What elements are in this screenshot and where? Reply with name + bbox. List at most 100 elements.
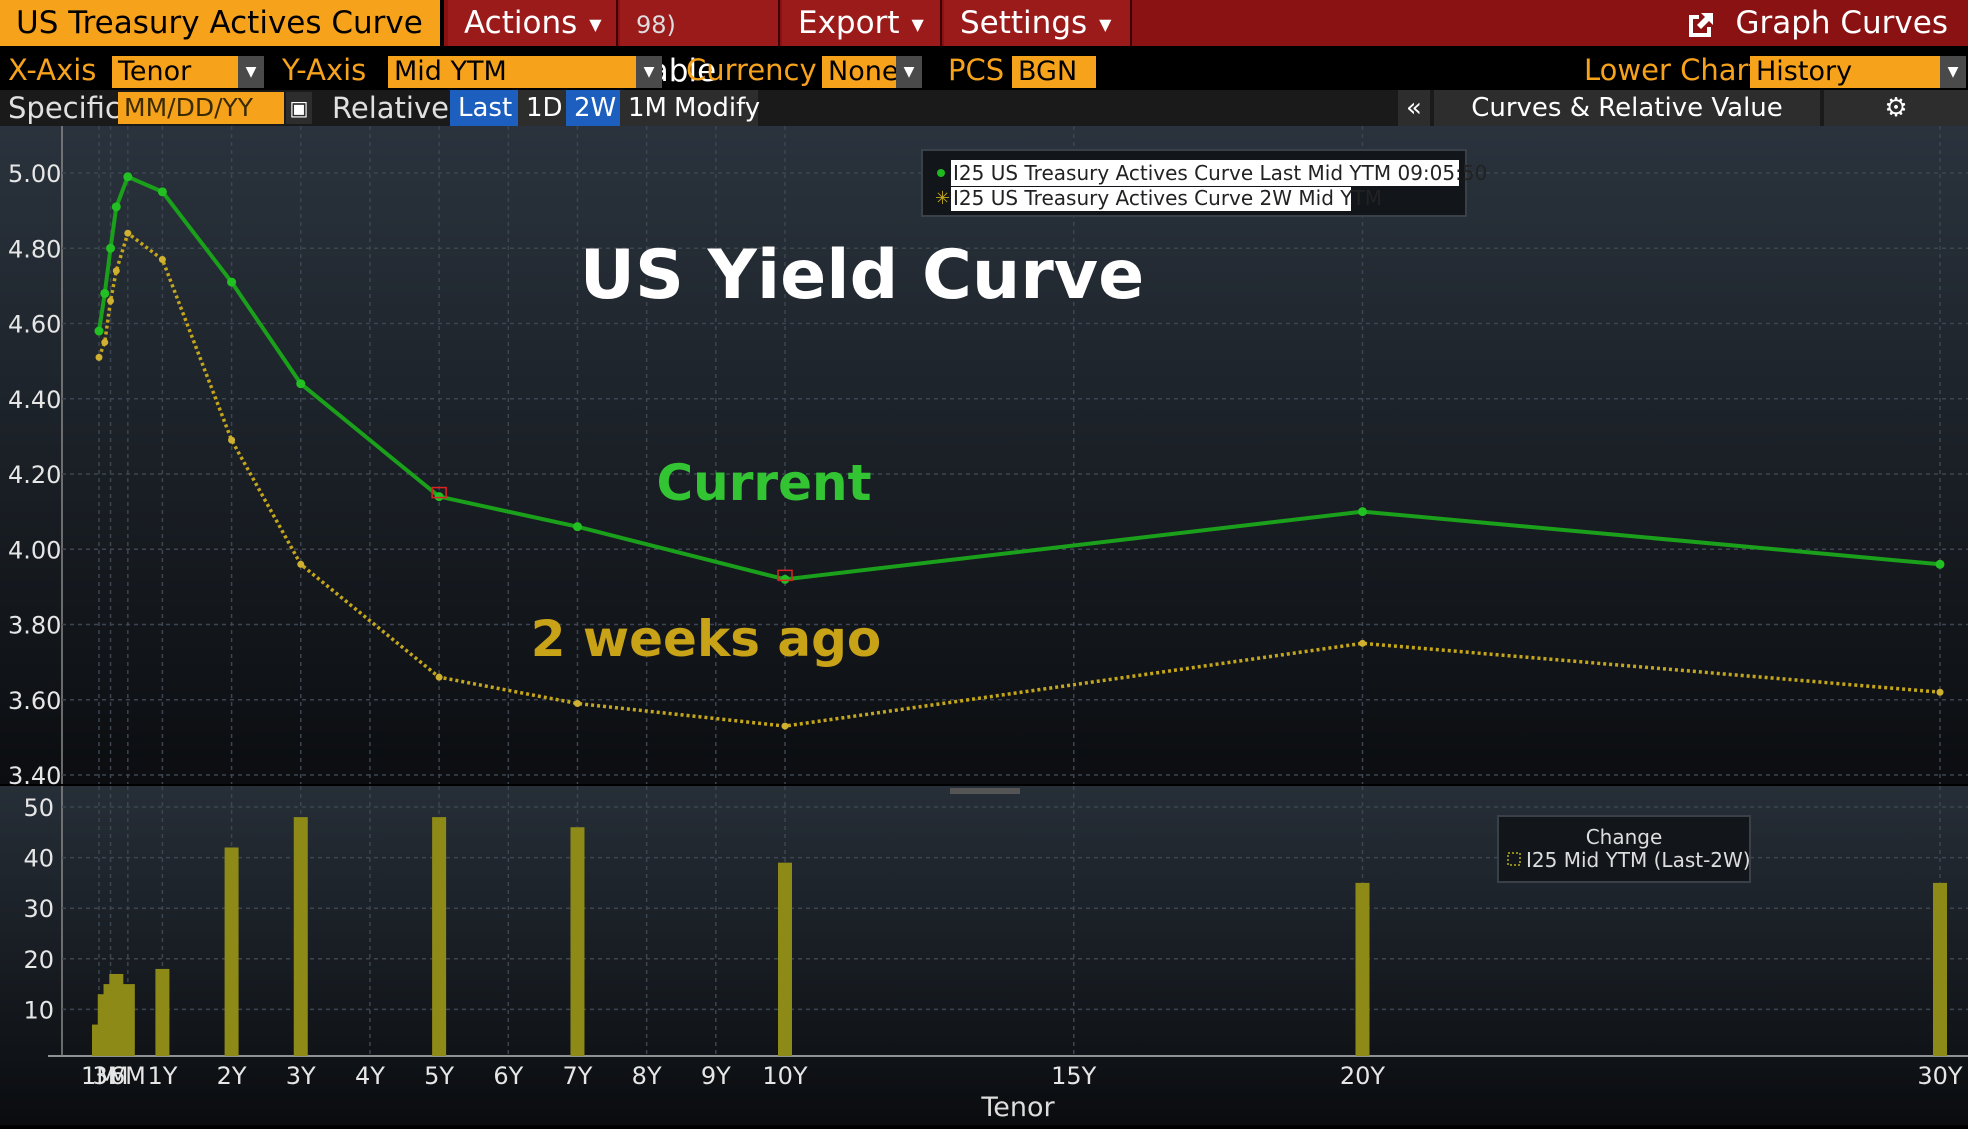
table-button[interactable]: 98) Table bbox=[620, 0, 780, 89]
yield-curve-chart: 5.00 4.80 4.60 4.40 4.20 4.00 3.80 3.60 3.40 50 4… bbox=[0, 126, 1968, 1125]
y-axis-field[interactable]: Mid YTM bbox=[388, 56, 636, 88]
graph-curves-button[interactable]: Graph Curves bbox=[1685, 0, 1948, 46]
y-tick-label: 3.60 bbox=[8, 687, 61, 715]
y-tick-label: 30 bbox=[23, 895, 54, 923]
export-menu[interactable]: Export ▼ bbox=[782, 0, 942, 46]
current-curve-point bbox=[296, 379, 306, 389]
curve-title-field[interactable]: US Treasury Actives Curve bbox=[0, 0, 444, 46]
x-tick-label: 1M bbox=[81, 1062, 117, 1090]
x-tick-label: 5Y bbox=[424, 1062, 454, 1090]
two-week-curve-point bbox=[435, 673, 443, 681]
current-curve-point bbox=[106, 243, 116, 253]
current-curve-point bbox=[1935, 559, 1945, 569]
two-week-curve-point bbox=[1936, 688, 1944, 696]
y-tick-label: 4.60 bbox=[8, 311, 61, 339]
change-bar bbox=[224, 847, 239, 1056]
x-tick-label: 30Y bbox=[1917, 1062, 1963, 1090]
current-curve-point bbox=[227, 277, 237, 287]
change-bar bbox=[155, 968, 170, 1056]
lower-chart-field[interactable]: History Chart bbox=[1750, 56, 1940, 119]
x-axis-title: Tenor bbox=[980, 1092, 1055, 1123]
menu-bar: US Treasury Actives Curve Actions ▼ 98) T… bbox=[0, 0, 1968, 89]
x-axis-field[interactable]: Tenor bbox=[112, 56, 238, 88]
currency-field[interactable]: None bbox=[822, 56, 898, 88]
specific-date-input[interactable]: MM/DD/YY bbox=[118, 92, 284, 124]
change-bar bbox=[1355, 882, 1370, 1056]
change-bar bbox=[120, 984, 135, 1056]
graph-curves-label: Graph Curves bbox=[1735, 5, 1948, 41]
y-axis-label: Y-Axis bbox=[282, 53, 367, 87]
relative-1d-button[interactable]: 1D bbox=[518, 90, 571, 126]
current-curve-point bbox=[157, 187, 167, 197]
change-bar bbox=[570, 827, 585, 1056]
x-tick-label: 6Y bbox=[493, 1062, 523, 1090]
change-bar bbox=[293, 817, 308, 1056]
relative-last-button[interactable]: Last bbox=[450, 90, 521, 126]
gear-icon[interactable]: ⚙ bbox=[1824, 90, 1968, 126]
current-annotation: Current bbox=[656, 454, 871, 512]
two-week-curve-point bbox=[107, 297, 115, 305]
panel-title: Curves & Relative Value bbox=[1434, 90, 1820, 126]
legend-entry-2w: I25 US Treasury Actives Curve 2W Mid YTM bbox=[953, 186, 1382, 210]
x-axis-label: X-Axis bbox=[8, 53, 97, 87]
y-axis-dropdown-icon[interactable]: ▼ bbox=[636, 56, 662, 88]
relative-2w-button[interactable]: 2W bbox=[566, 90, 625, 126]
x-tick-label: 9Y bbox=[701, 1062, 731, 1090]
y-tick-label: 50 bbox=[23, 794, 54, 822]
legend-entry-last: I25 US Treasury Actives Curve Last Mid Y… bbox=[953, 161, 1487, 185]
x-axis-dropdown-icon[interactable]: ▼ bbox=[238, 56, 264, 88]
calendar-icon[interactable]: ▣ bbox=[286, 92, 312, 124]
two-week-curve-point bbox=[297, 560, 305, 568]
two-weeks-ago-annotation: 2 weeks ago bbox=[531, 610, 882, 668]
current-curve-point bbox=[434, 492, 444, 502]
table-number: 98) bbox=[636, 11, 676, 39]
actions-menu[interactable]: Actions ▼ bbox=[448, 0, 618, 46]
y-tick-label: 10 bbox=[23, 996, 54, 1024]
current-curve-point bbox=[94, 326, 104, 336]
x-tick-label: 20Y bbox=[1340, 1062, 1386, 1090]
chart-area: 5.00 4.80 4.60 4.40 4.20 4.00 3.80 3.60 3.40 50 4… bbox=[0, 126, 1968, 1125]
y-tick-label: 4.40 bbox=[8, 386, 61, 414]
change-bars bbox=[92, 817, 1947, 1056]
x-tick-label: 3Y bbox=[286, 1062, 316, 1090]
pcs-field[interactable]: BGN bbox=[1012, 56, 1096, 88]
x-tick-label: 1Y bbox=[147, 1062, 177, 1090]
y-tick-label: 3.80 bbox=[8, 612, 61, 640]
two-week-curve-point bbox=[158, 256, 166, 264]
relative-bar: Specific MM/DD/YY ▣ Relative Last 1D 2W … bbox=[0, 90, 1968, 126]
x-tick-label: 7Y bbox=[563, 1062, 593, 1090]
current-curve-point bbox=[123, 172, 133, 182]
collapse-button[interactable]: « bbox=[1398, 90, 1430, 126]
export-label: Export bbox=[798, 5, 900, 41]
two-week-curve-point bbox=[95, 353, 103, 361]
panel-splitter-handle[interactable] bbox=[950, 788, 1020, 794]
x-tick-label: 3M bbox=[93, 1062, 129, 1090]
caret-down-icon: ▼ bbox=[589, 14, 602, 34]
upper-plot-background bbox=[0, 126, 1968, 784]
currency-dropdown-icon[interactable]: ▼ bbox=[896, 56, 922, 88]
relative-label: Relative bbox=[332, 91, 449, 125]
settings-label: Settings bbox=[960, 5, 1088, 41]
modify-button[interactable]: Modify bbox=[666, 90, 760, 126]
x-tick-label: 8Y bbox=[632, 1062, 662, 1090]
x-tick-label: 15Y bbox=[1051, 1062, 1097, 1090]
settings-menu[interactable]: Settings ▼ bbox=[944, 0, 1132, 46]
svg-text:✳: ✳ bbox=[935, 188, 950, 209]
x-tick-label: 2Y bbox=[217, 1062, 247, 1090]
lower-legend-title: Change bbox=[1586, 825, 1663, 849]
two-week-curve-point bbox=[781, 722, 789, 730]
lower-chart-label: Lower Chart bbox=[1584, 53, 1760, 87]
caret-down-icon: ▼ bbox=[1099, 14, 1112, 34]
y-tick-label: 40 bbox=[23, 845, 54, 873]
current-curve-point bbox=[111, 202, 121, 212]
lower-legend-entry: I25 Mid YTM (Last-2W) bbox=[1526, 848, 1751, 872]
upper-legend: I25 US Treasury Actives Curve Last Mid Y… bbox=[921, 149, 1487, 217]
two-week-curve-point bbox=[101, 338, 109, 346]
benchmark-marker bbox=[777, 569, 793, 582]
change-bar bbox=[778, 862, 792, 1056]
y-tick-label: 4.20 bbox=[8, 461, 61, 489]
relative-1m-button[interactable]: 1M bbox=[620, 90, 675, 126]
lower-chart-dropdown-icon[interactable]: ▼ bbox=[1940, 56, 1966, 88]
change-bar bbox=[1933, 882, 1947, 1056]
axis-bar: X-Axis Tenor ▼ Y-Axis Mid YTM ▼ Currency… bbox=[0, 48, 1968, 119]
